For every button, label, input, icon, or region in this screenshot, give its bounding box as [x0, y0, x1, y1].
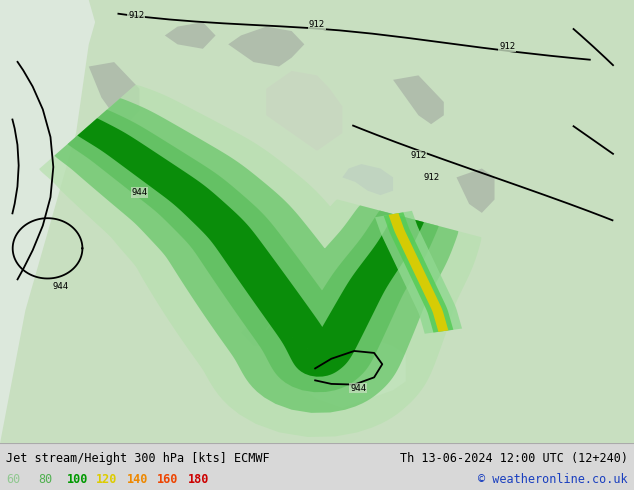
Polygon shape: [68, 110, 439, 392]
Text: Jet stream/Height 300 hPa [kts] ECMWF: Jet stream/Height 300 hPa [kts] ECMWF: [6, 452, 270, 465]
Polygon shape: [384, 212, 453, 333]
Polygon shape: [39, 85, 481, 437]
Polygon shape: [77, 118, 424, 377]
Polygon shape: [89, 62, 139, 124]
Polygon shape: [228, 26, 304, 67]
Polygon shape: [165, 22, 216, 49]
Text: 140: 140: [127, 473, 148, 486]
Polygon shape: [0, 0, 95, 443]
Polygon shape: [55, 98, 458, 413]
Polygon shape: [266, 71, 342, 151]
Text: 944: 944: [350, 384, 366, 392]
Text: 912: 912: [410, 151, 427, 160]
Text: 912: 912: [128, 11, 145, 20]
Text: 80: 80: [38, 473, 52, 486]
Polygon shape: [342, 164, 393, 195]
Polygon shape: [241, 311, 292, 346]
Text: Th 13-06-2024 12:00 UTC (12+240): Th 13-06-2024 12:00 UTC (12+240): [399, 452, 628, 465]
Polygon shape: [304, 342, 406, 408]
Text: 100: 100: [67, 473, 88, 486]
Polygon shape: [375, 211, 462, 334]
Text: 912: 912: [309, 20, 325, 29]
Text: 912: 912: [499, 42, 515, 51]
Text: 912: 912: [423, 173, 439, 182]
Text: 120: 120: [96, 473, 118, 486]
Text: © weatheronline.co.uk: © weatheronline.co.uk: [478, 473, 628, 486]
Text: 60: 60: [6, 473, 20, 486]
Polygon shape: [393, 75, 444, 124]
Text: 160: 160: [157, 473, 179, 486]
Text: 944: 944: [52, 282, 68, 291]
Polygon shape: [456, 169, 495, 213]
Polygon shape: [389, 213, 448, 332]
Text: 944: 944: [131, 188, 148, 197]
Text: 180: 180: [188, 473, 209, 486]
